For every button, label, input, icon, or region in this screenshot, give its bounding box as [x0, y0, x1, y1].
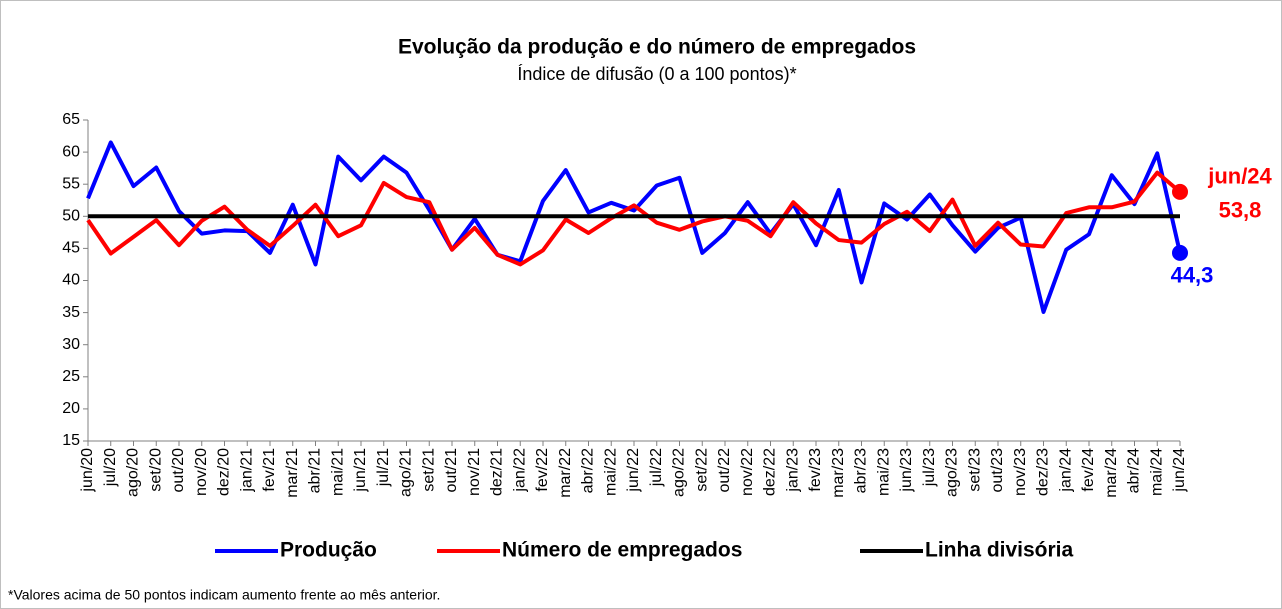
x-tick-label: dez/20	[216, 448, 233, 496]
y-tick-label: 50	[62, 208, 80, 225]
x-tick-label: jan/23	[784, 448, 801, 493]
footnote: *Valores acima de 50 pontos indicam aume…	[8, 587, 440, 603]
x-tick-label: abr/24	[1126, 448, 1143, 493]
x-tick-label: dez/23	[1035, 448, 1052, 496]
x-tick-label: jun/21	[352, 448, 369, 493]
x-tick-label: jul/22	[648, 448, 665, 487]
x-tick-label: abr/21	[307, 448, 324, 493]
x-tick-label: set/23	[966, 448, 983, 492]
x-tick-label: mar/21	[284, 448, 301, 498]
x-tick-label: out/21	[443, 448, 460, 493]
y-tick-label: 40	[62, 272, 80, 289]
x-tick-label: mai/22	[602, 448, 619, 496]
x-tick-label: abr/22	[580, 448, 597, 493]
x-tick-label: mar/23	[830, 448, 847, 498]
x-tick-label: dez/22	[762, 448, 779, 496]
y-tick-label: 30	[62, 336, 80, 353]
y-tick-label: 35	[62, 304, 80, 321]
x-tick-label: jun/20	[79, 448, 96, 493]
x-tick-label: nov/22	[739, 448, 756, 496]
data-label: 53,8	[1219, 198, 1262, 223]
x-tick-label: jun/24	[1171, 448, 1188, 493]
x-tick-label: out/20	[170, 448, 187, 493]
x-tick-label: fev/23	[807, 448, 824, 492]
x-tick-label: jan/21	[238, 448, 255, 493]
x-tick-label: ago/22	[671, 448, 688, 497]
y-tick-label: 20	[62, 400, 80, 417]
x-tick-label: ago/23	[944, 448, 961, 497]
x-tick-label: ago/21	[398, 448, 415, 497]
annotation: jun/24	[1207, 164, 1272, 189]
x-tick-label: mai/21	[329, 448, 346, 496]
x-tick-label: abr/23	[853, 448, 870, 493]
x-tick-label: mai/23	[875, 448, 892, 496]
x-tick-label: jul/23	[921, 448, 938, 487]
x-tick-label: fev/24	[1080, 448, 1097, 492]
y-tick-label: 45	[62, 240, 80, 257]
x-tick-label: nov/21	[466, 448, 483, 496]
chart-title: Evolução da produção e do número de empr…	[398, 36, 916, 59]
x-tick-label: jan/24	[1057, 448, 1074, 493]
x-tick-label: dez/21	[489, 448, 506, 496]
x-tick-label: set/22	[693, 448, 710, 492]
point-marker	[1172, 244, 1188, 261]
x-tick-label: mar/22	[557, 448, 574, 498]
x-tick-label: set/20	[147, 448, 164, 492]
legend-label: Linha divisória	[925, 539, 1074, 562]
legend-label: Produção	[280, 539, 377, 562]
x-tick-label: jul/20	[102, 448, 119, 487]
series-line	[86, 170, 1182, 267]
y-tick-label: 25	[62, 368, 80, 385]
y-tick-label: 55	[62, 175, 80, 192]
x-tick-label: nov/23	[1012, 448, 1029, 496]
x-tick-label: jan/22	[511, 448, 528, 493]
x-tick-label: mai/24	[1148, 448, 1165, 496]
x-tick-label: nov/20	[193, 448, 210, 496]
x-tick-label: fev/21	[261, 448, 278, 492]
y-tick-label: 15	[62, 432, 80, 449]
x-tick-label: mar/24	[1103, 448, 1120, 498]
y-tick-label: 65	[62, 111, 80, 128]
data-label: 44,3	[1171, 263, 1214, 288]
legend-label: Número de empregados	[502, 539, 742, 562]
chart-subtitle: Índice de difusão (0 a 100 pontos)*	[517, 64, 796, 84]
x-tick-label: set/21	[420, 448, 437, 492]
x-tick-label: out/22	[716, 448, 733, 493]
x-tick-label: jul/21	[375, 448, 392, 487]
point-marker	[1172, 183, 1188, 200]
x-tick-label: ago/20	[125, 448, 142, 497]
y-tick-label: 60	[62, 143, 80, 160]
series-line	[86, 140, 1182, 314]
x-tick-label: jun/23	[898, 448, 915, 493]
x-tick-label: out/23	[989, 448, 1006, 493]
x-tick-label: fev/22	[534, 448, 551, 492]
x-tick-label: jun/22	[625, 448, 642, 493]
